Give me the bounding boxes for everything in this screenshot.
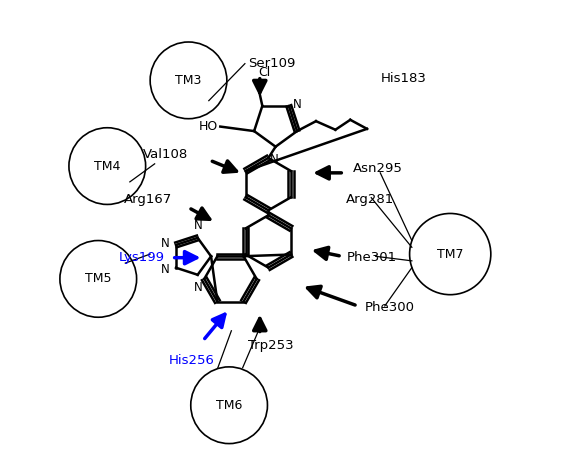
Text: Asn295: Asn295 bbox=[353, 162, 403, 175]
Text: N: N bbox=[293, 99, 302, 112]
Text: N: N bbox=[161, 263, 170, 276]
Text: TM6: TM6 bbox=[216, 399, 242, 412]
Text: TM5: TM5 bbox=[85, 272, 111, 286]
Text: Ser109: Ser109 bbox=[248, 57, 296, 70]
Text: TM4: TM4 bbox=[94, 160, 120, 173]
Text: Phe300: Phe300 bbox=[365, 301, 415, 314]
Text: N: N bbox=[161, 237, 170, 250]
Text: N: N bbox=[194, 219, 203, 232]
Text: HO: HO bbox=[200, 120, 219, 133]
Text: TM7: TM7 bbox=[437, 247, 464, 261]
Text: Cl: Cl bbox=[258, 66, 270, 79]
Text: N: N bbox=[194, 281, 203, 294]
Text: Trp253: Trp253 bbox=[248, 339, 294, 352]
Text: Arg281: Arg281 bbox=[346, 192, 394, 206]
Text: Lys199: Lys199 bbox=[119, 251, 165, 264]
Text: His183: His183 bbox=[380, 72, 426, 84]
Text: Val108: Val108 bbox=[143, 148, 188, 161]
Text: Arg167: Arg167 bbox=[124, 193, 172, 207]
Text: TM3: TM3 bbox=[175, 74, 202, 87]
Text: N: N bbox=[270, 153, 279, 167]
Text: His256: His256 bbox=[169, 354, 215, 367]
Text: Phe301: Phe301 bbox=[346, 251, 397, 264]
